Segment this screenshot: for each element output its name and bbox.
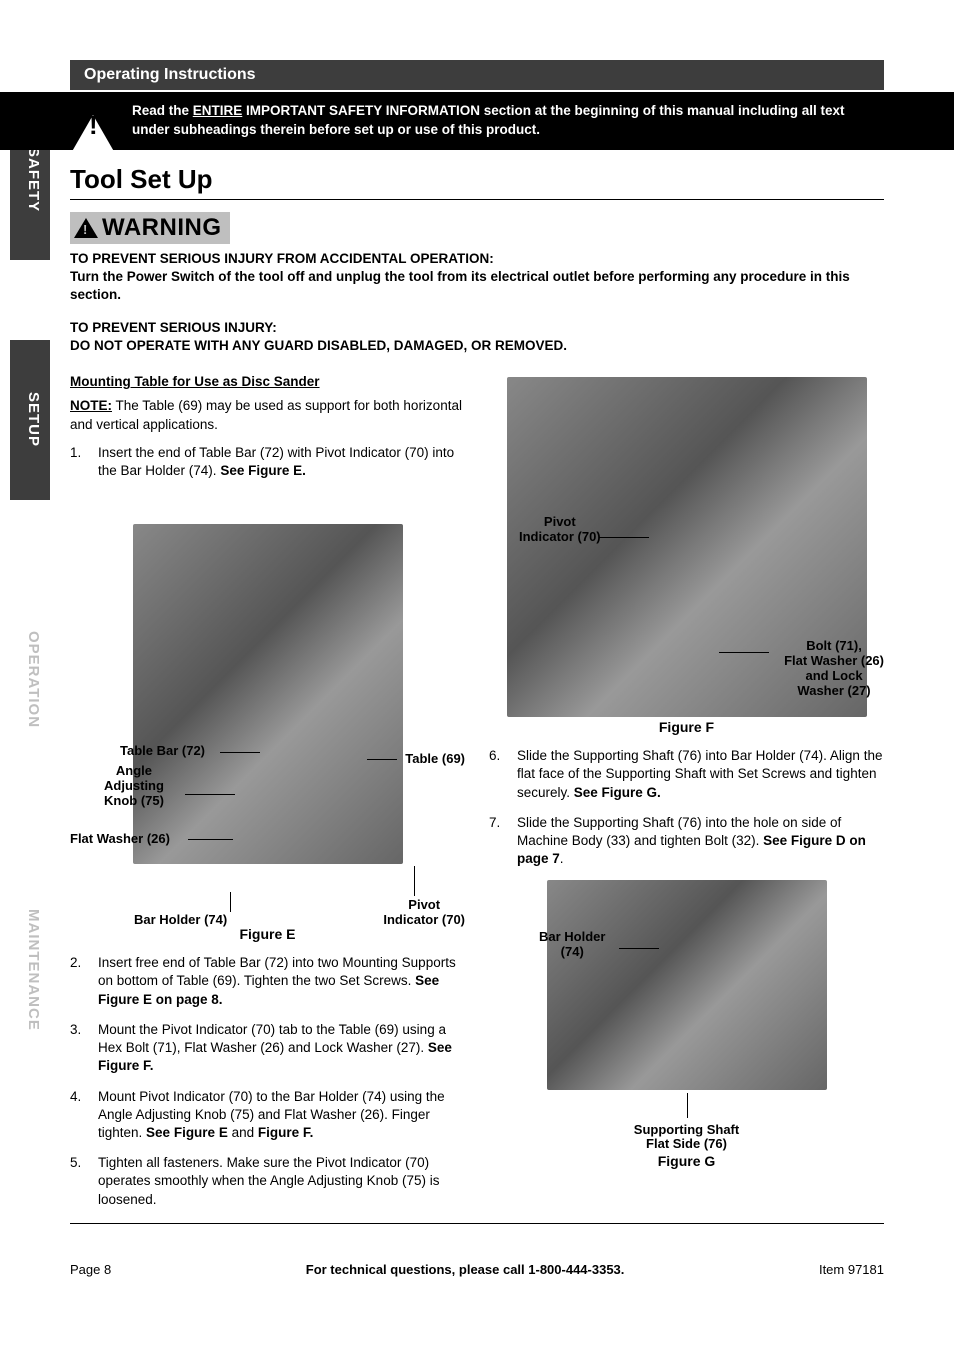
header-bar: Operating Instructions: [70, 60, 884, 90]
step-6: Slide the Supporting Shaft (76) into Bar…: [489, 747, 884, 802]
step-4: Mount Pivot Indicator (70) to the Bar Ho…: [70, 1088, 465, 1143]
callout-pivot-e: Pivot Indicator (70): [383, 898, 465, 928]
steps-left-2-5: Insert free end of Table Bar (72) into t…: [70, 954, 465, 1209]
figure-e: Tighten two Set Screws (6) Table Bar (72…: [70, 524, 465, 944]
step-7: Slide the Supporting Shaft (76) into the…: [489, 814, 884, 869]
step-2: Insert free end of Table Bar (72) into t…: [70, 954, 465, 1009]
warning-label: WARNING: [70, 212, 230, 244]
warning-text-1: TO PREVENT SERIOUS INJURY FROM ACCIDENTA…: [70, 250, 884, 268]
figure-f-caption: Figure F: [489, 718, 884, 737]
callout-table: Table (69): [405, 752, 465, 767]
right-column: Pivot Indicator (70) Bolt (71), Flat Was…: [489, 367, 884, 1221]
callout-flat-washer: Flat Washer (26): [70, 832, 170, 847]
callout-bolt-f: Bolt (71), Flat Washer (26) and Lock Was…: [784, 639, 884, 699]
safety-intro-band: ! Read the ENTIRE IMPORTANT SAFETY INFOR…: [0, 92, 954, 150]
figure-f: Pivot Indicator (70) Bolt (71), Flat Was…: [489, 377, 884, 737]
figure-g: Bar Holder (74) Supporting Shaft Flat Si…: [489, 880, 884, 1170]
footer-page: Page 8: [70, 1262, 111, 1277]
footer-item: Item 97181: [819, 1262, 884, 1277]
page-footer: Page 8 For technical questions, please c…: [70, 1254, 884, 1277]
mounting-heading: Mounting Table for Use as Disc Sander: [70, 373, 465, 391]
callout-shaft-g: Supporting Shaft Flat Side (76): [634, 1123, 739, 1153]
page-content: Operating Instructions ! Read the ENTIRE…: [0, 0, 954, 1307]
warning-text-4: DO NOT OPERATE WITH ANY GUARD DISABLED, …: [70, 337, 884, 355]
note-line: NOTE: The Table (69) may be used as supp…: [70, 397, 465, 433]
step-3: Mount the Pivot Indicator (70) tab to th…: [70, 1021, 465, 1076]
left-column: Mounting Table for Use as Disc Sander NO…: [70, 367, 465, 1221]
step-1: Insert the end of Table Bar (72) with Pi…: [70, 444, 465, 480]
intro-text: Read the ENTIRE IMPORTANT SAFETY INFORMA…: [132, 102, 852, 140]
callout-pivot-f: Pivot Indicator (70): [519, 515, 601, 545]
warning-text-3: TO PREVENT SERIOUS INJURY:: [70, 319, 884, 337]
alert-icon: !: [70, 98, 116, 144]
callout-table-bar: Table Bar (72): [120, 744, 205, 759]
figure-e-caption: Figure E: [70, 925, 465, 944]
callout-angle-knob: Angle Adjusting Knob (75): [104, 764, 164, 809]
warning-text-2: Turn the Power Switch of the tool off an…: [70, 268, 884, 304]
steps-right: Slide the Supporting Shaft (76) into Bar…: [489, 747, 884, 868]
steps-left-1: Insert the end of Table Bar (72) with Pi…: [70, 444, 465, 480]
step-5: Tighten all fasteners. Make sure the Piv…: [70, 1154, 465, 1209]
warning-icon: [74, 218, 98, 238]
figure-g-caption: Figure G: [489, 1152, 884, 1171]
footer-phone: For technical questions, please call 1-8…: [306, 1262, 625, 1277]
callout-bar-holder-g: Bar Holder (74): [539, 930, 605, 960]
section-title: Tool Set Up: [70, 164, 884, 200]
